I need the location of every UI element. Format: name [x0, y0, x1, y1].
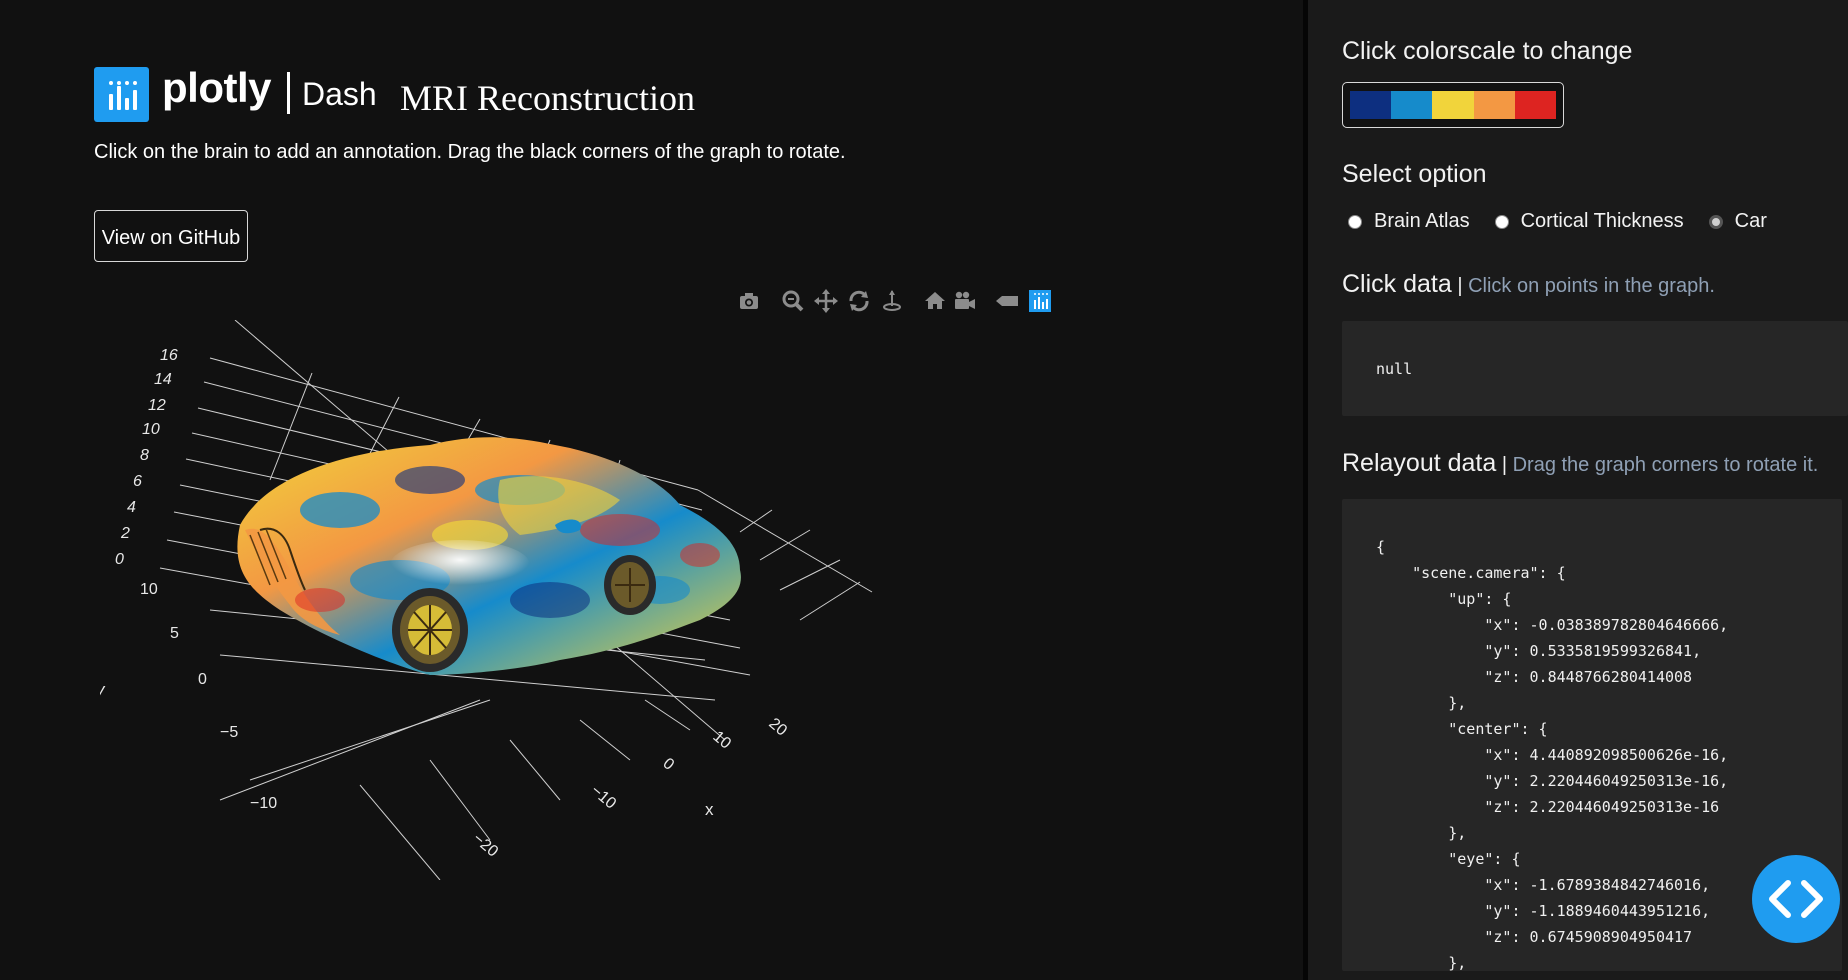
- z-tick: 12: [148, 397, 166, 414]
- z-tick: 4: [127, 499, 136, 516]
- z-tick: 16: [160, 347, 178, 364]
- z-tick: 8: [140, 447, 149, 464]
- plotly-logo-icon: [94, 67, 149, 122]
- y-tick: −5: [220, 724, 238, 741]
- x-tick: −20: [469, 830, 501, 861]
- colorscale-swatch: [1473, 91, 1515, 119]
- zoom-icon[interactable]: [780, 288, 806, 314]
- y-axis-title: y: [100, 680, 106, 699]
- z-tick: 0: [115, 551, 124, 568]
- page-title: MRI Reconstruction: [400, 78, 695, 118]
- page-subtitle: Click on the brain to add an annotation.…: [94, 141, 846, 163]
- z-tick: 14: [154, 371, 172, 388]
- y-tick: 0: [198, 671, 207, 688]
- radio-cortical-thickness[interactable]: Cortical Thickness: [1494, 210, 1684, 233]
- radio-brain-atlas[interactable]: Brain Atlas: [1348, 210, 1470, 233]
- y-tick: 10: [140, 581, 158, 598]
- code-brackets-icon: [1769, 880, 1823, 918]
- relayout-data-title: Relayout data: [1342, 449, 1497, 477]
- plotly-logo-icon[interactable]: [1027, 288, 1053, 314]
- y-tick: 5: [170, 625, 179, 642]
- click-data-heading: Click data | Click on points in the grap…: [1342, 270, 1715, 299]
- colorscale-swatch: [1514, 91, 1557, 119]
- x-tick: 20: [765, 715, 790, 740]
- x-tick: 0: [659, 755, 677, 774]
- z-tick: 2: [120, 525, 130, 542]
- radio-button[interactable]: [1494, 214, 1509, 229]
- heading-separator: |: [1496, 454, 1513, 476]
- brand-name: plotly: [162, 64, 272, 111]
- colorscale-swatch: [1432, 91, 1474, 119]
- radio-label: Car: [1734, 210, 1767, 232]
- 3d-graph[interactable]: 16 14 12 10 8 6 4 2 0 10 5 0 −5 −10 y −2…: [100, 320, 900, 880]
- option-heading: Select option: [1342, 160, 1487, 188]
- reset-camera-home-icon[interactable]: [922, 288, 948, 314]
- relayout-data-heading: Relayout data | Drag the graph corners t…: [1342, 449, 1818, 478]
- code-toggle-button[interactable]: [1752, 855, 1840, 943]
- brand-product: Dash: [302, 76, 377, 112]
- heading-separator: |: [1451, 275, 1469, 297]
- radio-car[interactable]: Car: [1708, 210, 1767, 233]
- radio-button-selected[interactable]: [1708, 214, 1723, 229]
- click-data-output: null: [1342, 321, 1848, 416]
- radio-label: Brain Atlas: [1374, 210, 1470, 232]
- main-area: plotly Dash MRI Reconstruction Click on …: [94, 64, 1053, 880]
- x-tick: 10: [709, 728, 734, 753]
- relayout-data-value: { "scene.camera": { "up": { "x": -0.0383…: [1376, 538, 1729, 971]
- click-data-hint: Click on points in the graph.: [1468, 275, 1715, 297]
- pan-icon[interactable]: [813, 288, 839, 314]
- toggle-hover-icon[interactable]: [994, 288, 1020, 314]
- y-tick: −10: [250, 795, 277, 812]
- turntable-rotation-icon[interactable]: [879, 288, 905, 314]
- colorscale-swatch: [1391, 91, 1433, 119]
- relayout-data-hint: Drag the graph corners to rotate it.: [1512, 454, 1819, 476]
- brand-divider: [287, 72, 290, 114]
- side-panel: Click colorscale to change Select option…: [1308, 0, 1848, 980]
- option-radio-group: Brain Atlas Cortical Thickness Car: [1348, 210, 1792, 233]
- click-data-title: Click data: [1342, 270, 1452, 298]
- orbit-rotation-icon[interactable]: [846, 288, 872, 314]
- panel-divider: [1303, 0, 1308, 980]
- click-data-value: null: [1376, 360, 1413, 378]
- radio-button[interactable]: [1348, 214, 1362, 229]
- reset-camera-last-icon[interactable]: [952, 288, 978, 314]
- colorscale-picker[interactable]: [1342, 82, 1564, 128]
- radio-label: Cortical Thickness: [1520, 210, 1684, 232]
- x-axis-title: x: [705, 800, 714, 819]
- colorscale-swatches: [1350, 91, 1557, 119]
- view-on-github-button[interactable]: View on GitHub: [94, 210, 248, 262]
- colorscale-swatch: [1350, 91, 1392, 119]
- car-mesh[interactable]: [237, 437, 741, 675]
- colorscale-heading: Click colorscale to change: [1342, 37, 1633, 65]
- z-tick: 10: [142, 421, 160, 438]
- camera-icon[interactable]: [736, 288, 762, 314]
- z-tick: 6: [133, 473, 142, 490]
- x-tick: −10: [587, 782, 619, 813]
